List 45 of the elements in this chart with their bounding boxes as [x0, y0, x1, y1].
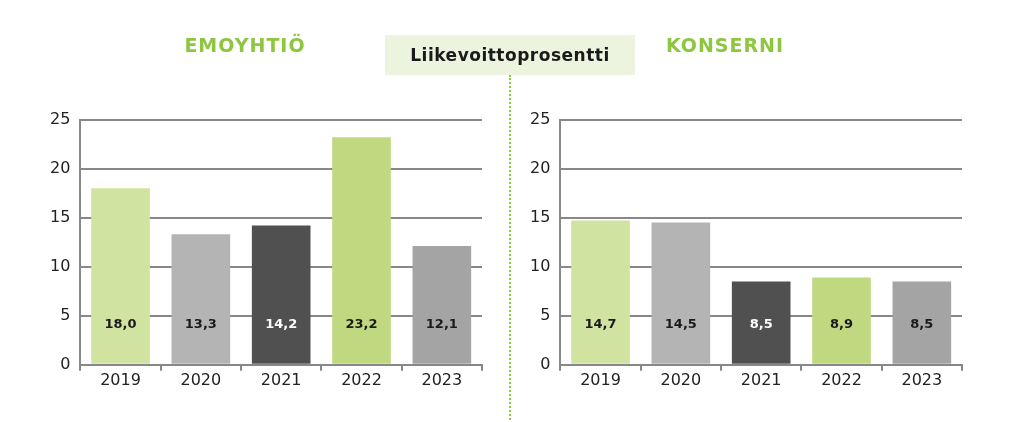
chart-title: EMOYHTIÖ [184, 34, 306, 56]
bar [731, 281, 791, 364]
bar [651, 222, 711, 364]
y-tick-label: 0 [540, 353, 551, 373]
data-label: 8,9 [829, 316, 854, 332]
x-tick-label: 2022 [821, 369, 862, 389]
bar [892, 281, 952, 364]
bar [412, 246, 472, 364]
x-tick-label: 2022 [341, 369, 382, 389]
x-tick-label: 2020 [660, 369, 702, 389]
x-tick-label: 2019 [580, 369, 621, 389]
y-tick-label: 5 [540, 304, 551, 324]
bar [332, 137, 391, 364]
data-label: 14,5 [664, 316, 697, 332]
bar [171, 234, 231, 364]
text: Liikevoittoprosentti [385, 35, 635, 75]
bar [571, 220, 630, 364]
bar [251, 225, 311, 364]
data-label: 13,3 [184, 316, 217, 332]
x-tick-label: 2023 [901, 369, 943, 389]
y-tick-label: 0 [60, 353, 71, 373]
y-tick-label: 20 [530, 157, 551, 177]
data-label: 8,5 [749, 316, 773, 332]
bar [91, 188, 150, 364]
y-tick-label: 15 [50, 206, 71, 226]
y-tick-label: 5 [60, 304, 71, 324]
data-label: 8,5 [910, 316, 934, 332]
y-tick-label: 10 [530, 255, 551, 275]
bar [812, 277, 871, 364]
data-label: 12,1 [425, 316, 458, 332]
x-tick-label: 2020 [180, 369, 222, 389]
x-tick-label: 2023 [421, 369, 463, 389]
x-tick-label: 2019 [100, 369, 141, 389]
x-tick-label: 2021 [740, 369, 782, 389]
y-tick-label: 25 [530, 108, 551, 128]
data-label: 18,0 [104, 316, 137, 332]
y-tick-label: 20 [50, 157, 71, 177]
y-tick-label: 10 [50, 255, 71, 275]
y-tick-label: 25 [50, 108, 71, 128]
y-tick-label: 15 [530, 206, 551, 226]
chart-title: KONSERNI [665, 34, 785, 56]
data-label: 14,7 [584, 316, 617, 332]
data-label: 14,2 [265, 316, 298, 332]
x-tick-label: 2021 [260, 369, 302, 389]
data-label: 23,2 [345, 316, 378, 332]
